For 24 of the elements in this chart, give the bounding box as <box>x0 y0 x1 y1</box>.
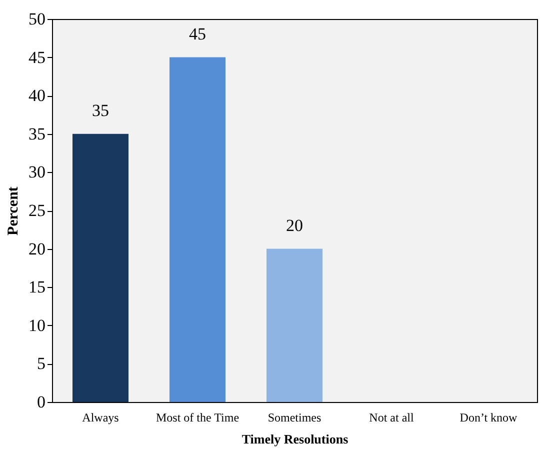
x-tick-label: Sometimes <box>268 410 322 424</box>
bar <box>170 57 226 402</box>
y-axis-title: Percent <box>6 186 22 236</box>
bar <box>266 248 322 402</box>
y-tick-label: 50 <box>28 10 46 28</box>
y-tick-label: 30 <box>28 162 46 182</box>
y-tick-label: 10 <box>28 316 46 335</box>
data-label: 35 <box>92 100 109 120</box>
y-tick-label: 0 <box>37 392 46 412</box>
x-axis-title: Timely Resolutions <box>242 432 348 446</box>
bar <box>72 134 128 402</box>
y-tick-label: 25 <box>28 201 46 220</box>
y-tick-label: 45 <box>28 48 46 67</box>
y-tick-label: 15 <box>28 278 46 297</box>
x-tick-label: Not at all <box>369 410 414 424</box>
x-tick-label: Don’t know <box>460 410 518 424</box>
y-tick-label: 35 <box>28 124 46 144</box>
x-tick-label: Most of the Time <box>156 410 240 424</box>
data-label: 20 <box>286 216 303 235</box>
data-label: 45 <box>189 24 206 44</box>
x-tick-label: Always <box>82 410 120 424</box>
y-tick-label: 20 <box>28 239 46 258</box>
y-tick-label: 40 <box>28 86 46 106</box>
y-tick-label: 5 <box>37 354 46 374</box>
